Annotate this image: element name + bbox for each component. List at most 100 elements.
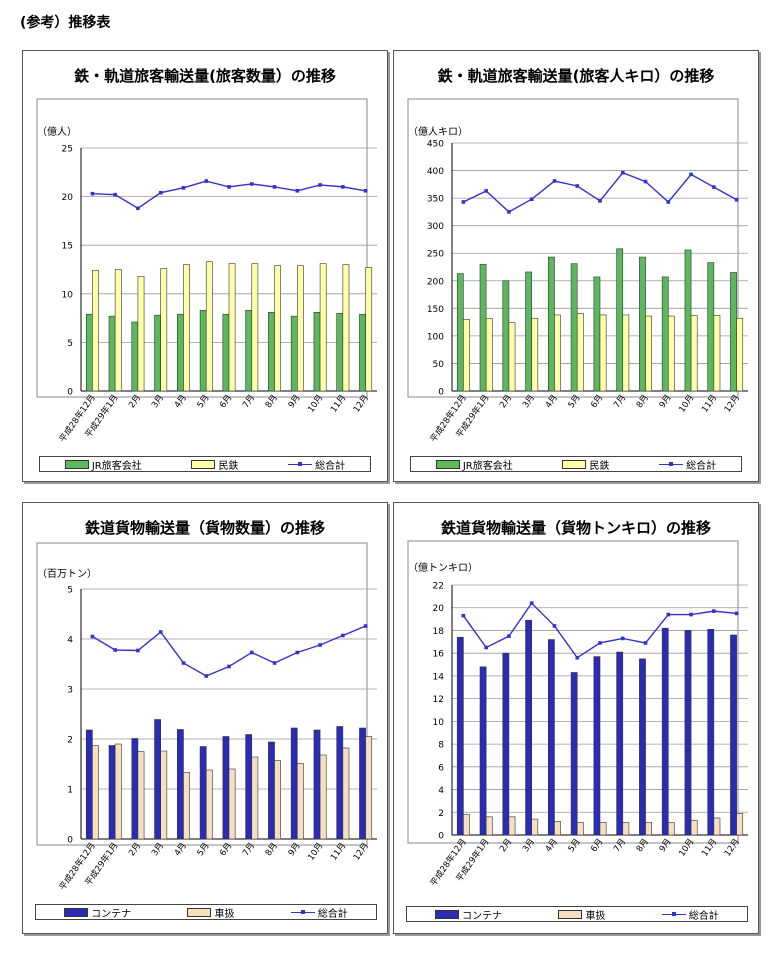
bar-secondary	[365, 736, 373, 840]
total-point	[552, 624, 557, 628]
x-tick-label: 3月	[521, 837, 537, 854]
total-point	[249, 182, 254, 186]
y-tick-label: 0	[67, 836, 73, 846]
bar-primary	[177, 729, 184, 840]
bar-primary	[245, 310, 253, 392]
bar-primary	[661, 276, 669, 392]
y-tick-label: 150	[427, 305, 444, 315]
total-point	[363, 188, 368, 193]
total-point	[575, 184, 580, 188]
bar-secondary	[228, 263, 236, 392]
y-tick-label: 10	[62, 290, 74, 300]
x-tick-label: 9月	[658, 393, 674, 410]
chart-plot: 050100150200250300350400450平成28年12月平成29年…	[407, 98, 748, 444]
bar-secondary	[485, 317, 493, 392]
legend-line	[290, 909, 315, 914]
bar-secondary	[319, 754, 327, 840]
total-point	[529, 197, 534, 202]
bar-secondary	[92, 745, 99, 840]
bar-primary	[154, 719, 161, 840]
bar-secondary	[463, 319, 470, 392]
x-tick-label: 7月	[241, 841, 257, 858]
y-tick-label: 15	[62, 242, 73, 252]
bar-secondary	[319, 263, 327, 392]
bar-primary	[313, 311, 321, 392]
chart-legend: JR旅客会社 民鉄 総合計	[39, 456, 371, 472]
x-tick-label: 7月	[241, 393, 257, 410]
x-tick-label: 8月	[635, 393, 651, 410]
bar-secondary	[137, 276, 145, 392]
y-tick-label: 18	[433, 627, 445, 637]
total-point	[507, 210, 511, 214]
x-tick-label: 9月	[287, 393, 303, 410]
legend-item: 総合計	[659, 457, 716, 472]
bar-primary	[730, 272, 737, 392]
x-tick-label: 11月	[329, 841, 348, 863]
bar-primary	[313, 729, 321, 840]
bar-primary	[639, 256, 646, 392]
total-point	[318, 643, 322, 647]
bar-primary	[85, 313, 93, 392]
total-point	[552, 179, 557, 183]
plot-area-border	[36, 542, 368, 846]
x-tick-label: 3月	[150, 841, 166, 858]
legend-swatch	[562, 459, 587, 469]
x-tick-label: 5月	[567, 837, 583, 854]
bar-secondary	[342, 747, 350, 840]
legend-item: 車扱	[558, 907, 605, 922]
chart-panel-freight-ton-km: 鉄道貨物輸送量（貨物トンキロ）の推移 （億トンキロ） 0 2 4 6 8 10 12 14 16…	[393, 502, 759, 934]
legend-item: コンテナ	[64, 905, 131, 920]
x-tick-label: 6月	[589, 393, 605, 410]
x-tick-label: 12月	[352, 841, 371, 863]
x-tick-label: 2月	[127, 841, 143, 858]
bar-primary	[108, 745, 116, 840]
bar-secondary	[645, 315, 652, 392]
y-tick-label: 200	[427, 277, 444, 287]
total-point	[575, 655, 580, 660]
bar-secondary	[463, 814, 470, 836]
total-point	[666, 200, 671, 204]
bar-primary	[222, 313, 230, 392]
total-point	[295, 650, 300, 655]
y-tick-label: 400	[427, 167, 444, 177]
x-tick-label: 8月	[264, 393, 280, 410]
total-point	[113, 648, 117, 652]
legend-label: コンテナ	[462, 910, 503, 922]
bar-secondary	[297, 265, 304, 392]
x-tick-label: 10月	[306, 393, 325, 415]
legend-item: 民鉄	[191, 457, 238, 472]
y-axis-unit-label: （億人キロ）	[408, 127, 468, 138]
total-point	[181, 186, 186, 190]
total-point	[90, 191, 95, 196]
total-point	[136, 648, 140, 653]
y-axis-unit-label: （億トンキロ）	[408, 563, 478, 574]
y-tick-label: 20	[433, 604, 445, 614]
bar-secondary	[668, 315, 675, 392]
bar-secondary	[599, 822, 607, 836]
legend-label: コンテナ	[91, 908, 132, 920]
legend-line	[288, 461, 313, 466]
bar-secondary	[251, 263, 259, 392]
bar-primary	[479, 666, 487, 836]
legend-line	[661, 911, 686, 916]
legend-label: 車扱	[585, 910, 606, 922]
x-tick-label: 10月	[677, 393, 696, 415]
legend-label: JR旅客会社	[462, 460, 513, 472]
x-tick-label: 9月	[287, 841, 303, 858]
x-tick-label: 10月	[306, 841, 325, 863]
legend-item: 車扱	[187, 905, 234, 920]
legend-item: JR旅客会社	[435, 457, 513, 472]
bar-primary	[199, 310, 207, 392]
chart-legend: JR旅客会社 民鉄 総合計	[410, 456, 742, 472]
x-tick-label: 4月	[544, 393, 560, 410]
legend-swatch	[558, 909, 583, 919]
y-tick-label: 5	[67, 586, 73, 596]
bar-primary	[548, 256, 555, 392]
legend-label: 車扱	[214, 908, 235, 920]
page-title: (参考）推移表	[20, 15, 111, 31]
total-point	[90, 634, 95, 639]
bar-primary	[336, 726, 344, 840]
legend-item: 総合計	[288, 457, 345, 472]
legend-item: 民鉄	[562, 457, 609, 472]
